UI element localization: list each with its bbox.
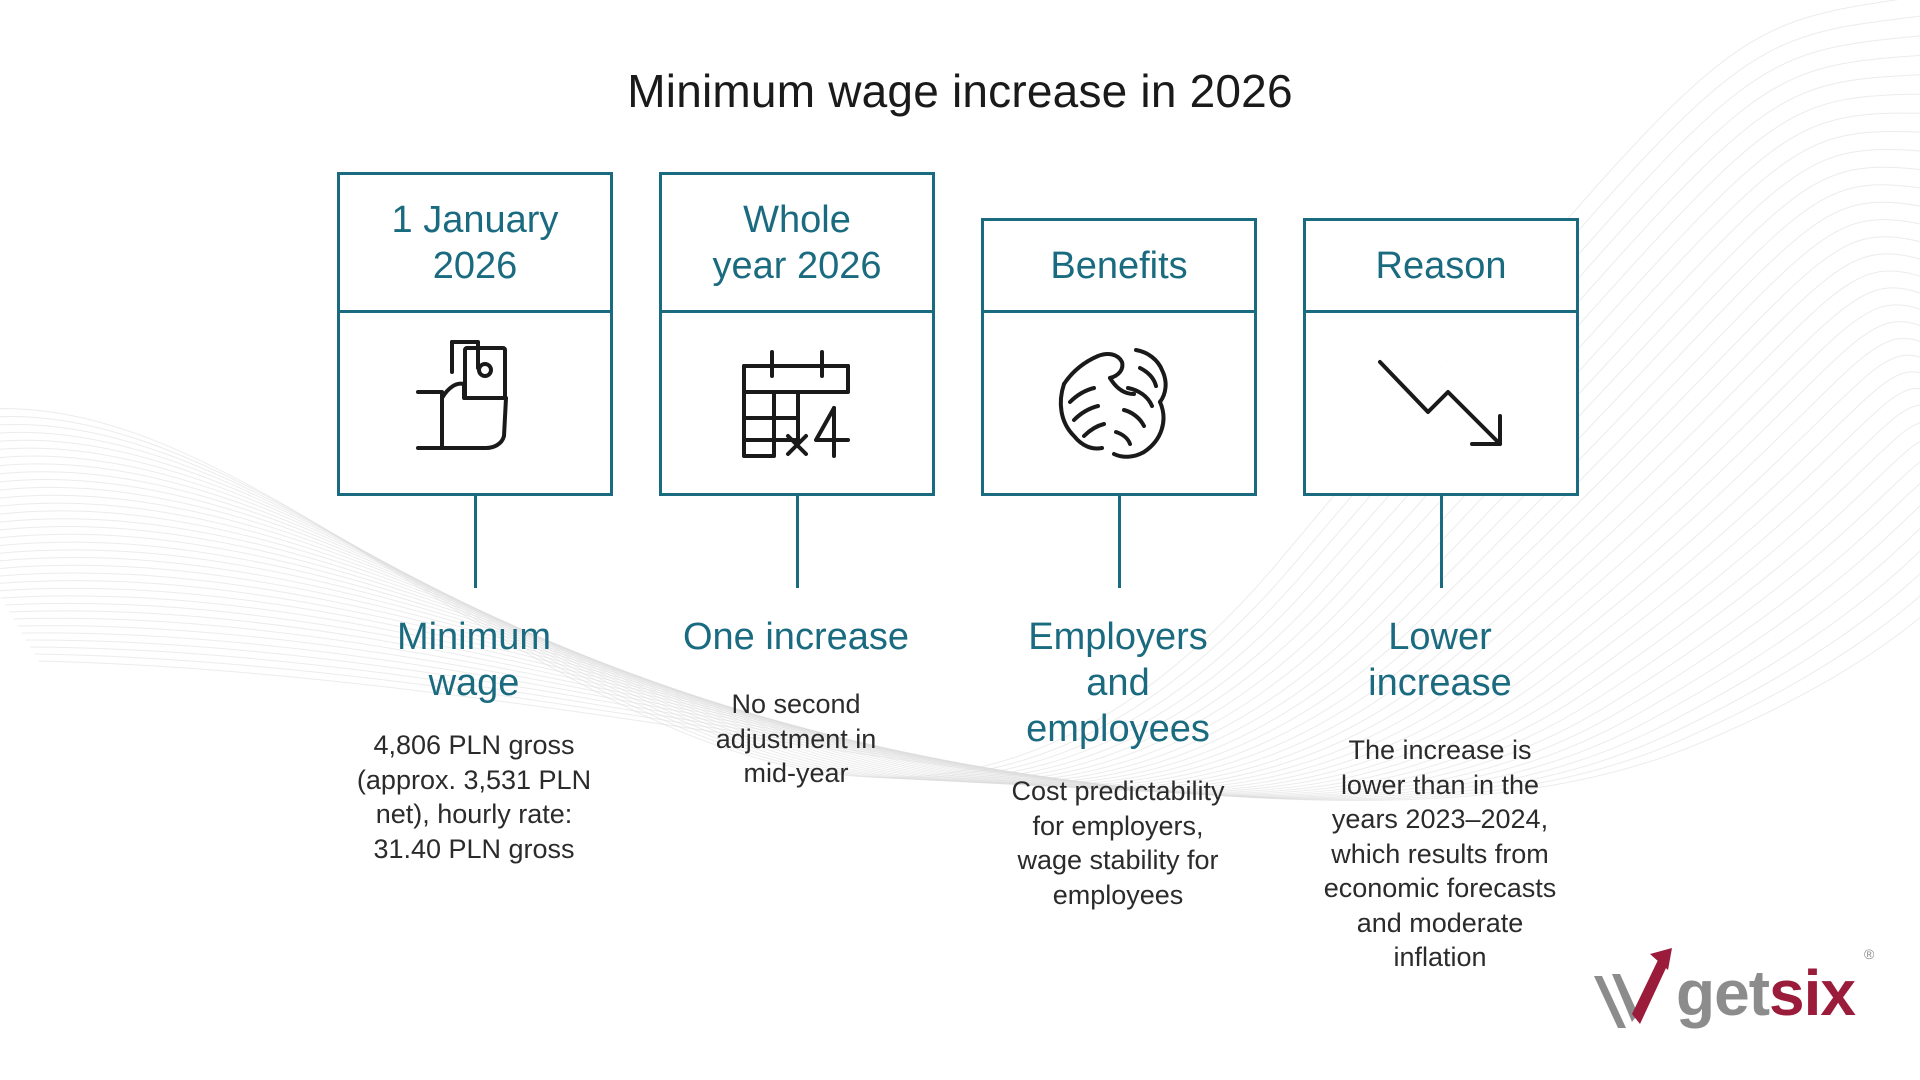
background-wave-line [21,527,1920,799]
column-heading: One increase [682,616,909,658]
card-whole-year-2026: Whole year 2026 [659,172,935,496]
card-header: 1 January 2026 [340,175,610,313]
getsix-logo: getsix ® [1592,944,1882,1034]
hand-holding-money-icon [416,340,508,450]
background-wave-line [0,404,1920,795]
background-wave-line [0,253,1920,788]
logo-registered-mark: ® [1864,946,1875,962]
column-description: The increase is lower than in the years … [1323,735,1557,972]
background-wave-line [0,422,1920,795]
background-wave-line [13,482,1920,797]
column-heading: Lower increase [1368,616,1512,704]
trend-down-arrow-icon [1378,360,1502,446]
card-header: Benefits [984,221,1254,313]
column-description: No second adjustment in mid-year [715,689,877,788]
background-wave-line [0,219,1920,787]
background-wave-line [25,550,1920,799]
card-1-january-2026: 1 January 2026 [337,172,613,496]
logo-mark-icon [1594,948,1672,1028]
connector-line [474,494,477,588]
background-wave-line [0,15,1920,779]
background-wave-line [0,388,1920,794]
connector-line [796,494,799,588]
column-description: 4,806 PLN gross (approx. 3,531 PLN net),… [356,730,592,864]
background-wave-line [0,54,1920,781]
background-wave-line [9,461,1920,797]
column-description: Cost predictability for employers, wage … [1011,776,1225,910]
background-wave-line [0,0,1899,778]
background-wave-line [0,130,1920,783]
background-wave-line [0,270,1920,789]
background-wave-line [30,573,1920,800]
logo-wordmark: getsix [1676,957,1856,1029]
card-benefits: Benefits [981,218,1257,496]
logo-text-get: get [1676,957,1770,1029]
background-wave-line [17,505,1920,798]
column-heading: Minimum wage [396,616,552,704]
background-wave-line [4,441,1920,796]
background-wave-line [0,74,1920,781]
card-icon-area [662,313,932,493]
background-wave-line [0,112,1920,783]
connector-line [1440,494,1443,588]
card-reason: Reason [1303,218,1579,496]
logo-text-six: six [1769,957,1856,1029]
background-wave-line [0,338,1920,792]
background-wave-line [0,166,1920,785]
background-wave-line [0,35,1920,780]
background-wave-line [0,149,1920,784]
background-wave-line [0,93,1920,782]
connector-line [1118,494,1121,588]
card-icon-area [1306,313,1576,493]
card-icon-area [984,313,1254,493]
background-wave-line [0,304,1920,790]
card-header: Whole year 2026 [662,175,932,313]
card-icon-area [340,313,610,493]
background-wave-line [0,201,1920,786]
background-wave-line [0,354,1920,792]
background-wave-line [0,236,1920,787]
background-wave-line [38,616,1920,801]
page-title: Minimum wage increase in 2026 [627,65,1293,117]
handshake-icon [1058,348,1168,459]
background-wave-line [0,184,1920,785]
background-wave-line [0,287,1920,790]
calendar-times-four-icon [742,350,850,458]
card-header: Reason [1306,221,1576,313]
background-wave-line [34,595,1920,801]
column-heading: Employers and employees [1026,616,1210,750]
background-wave-line [0,371,1920,793]
background-wave-line [0,321,1920,791]
